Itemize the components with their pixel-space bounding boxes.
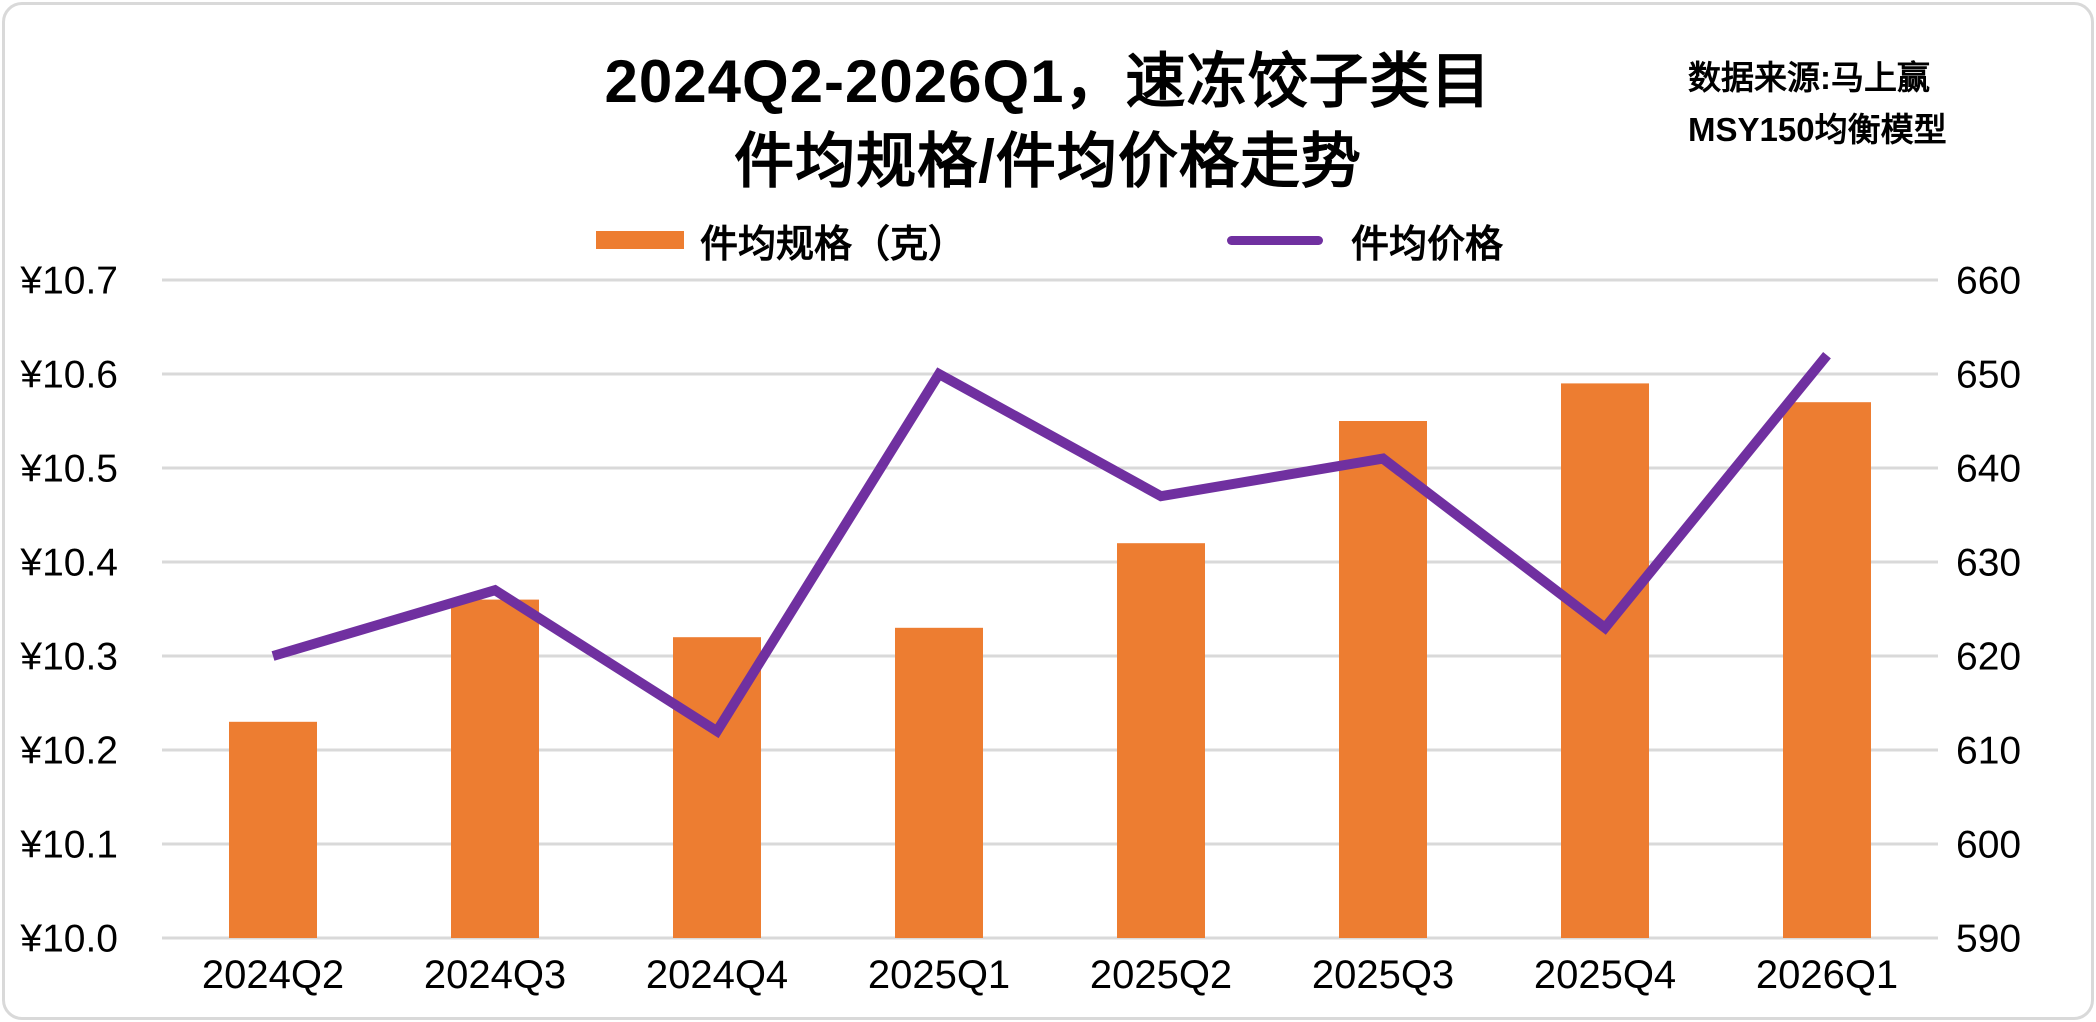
x-axis-label-2026Q1: 2026Q1 xyxy=(1756,953,1898,997)
bar-2025Q1 xyxy=(895,627,983,938)
left-axis-tick: ¥10.7 xyxy=(19,260,118,303)
right-axis-tick: 660 xyxy=(1956,260,2021,303)
left-axis-tick: ¥10.2 xyxy=(19,730,118,773)
chart-title-line1: 2024Q2-2026Q1，速冻饺子类目 xyxy=(604,48,1492,115)
chart-title: 2024Q2-2026Q1，速冻饺子类目 件均规格/件均价格走势 xyxy=(0,42,2096,202)
x-axis-label-2025Q4: 2025Q4 xyxy=(1534,953,1676,997)
left-axis-tick: ¥10.4 xyxy=(19,542,118,585)
x-axis-label-2024Q4: 2024Q4 xyxy=(646,953,788,997)
legend-item-price: 件均价格 xyxy=(1227,222,1503,266)
legend-label-spec: 件均规格（克） xyxy=(700,223,967,266)
line-series-swatch xyxy=(1227,235,1323,245)
bar-2024Q3 xyxy=(451,599,539,938)
x-axis-label-2024Q3: 2024Q3 xyxy=(424,953,566,997)
left-axis-tick: ¥10.1 xyxy=(19,824,118,867)
legend-label-price: 件均价格 xyxy=(1351,223,1504,266)
bar-2024Q2 xyxy=(229,721,317,938)
right-axis-tick: 600 xyxy=(1956,824,2021,867)
right-axis-tick: 650 xyxy=(1956,354,2021,397)
data-source-line2: MSY150均衡模型 xyxy=(1688,111,1947,148)
chart-title-line2: 件均规格/件均价格走势 xyxy=(734,128,1362,195)
bar-series xyxy=(229,383,1871,938)
bar-series-swatch xyxy=(596,231,684,249)
bar-2026Q1 xyxy=(1783,402,1871,938)
bar-2025Q4 xyxy=(1561,383,1649,938)
x-axis-label-2025Q2: 2025Q2 xyxy=(1090,953,1232,997)
data-source-line1: 数据来源:马上赢 xyxy=(1688,59,1930,96)
legend-item-spec: 件均规格（克） xyxy=(596,222,966,266)
right-axis-tick: 620 xyxy=(1956,636,2021,679)
right-axis-tick: 610 xyxy=(1956,730,2021,773)
x-axis-label-2024Q2: 2024Q2 xyxy=(202,953,344,997)
x-axis-label-2025Q1: 2025Q1 xyxy=(868,953,1010,997)
right-axis-tick: 630 xyxy=(1956,542,2021,585)
right-axis-tick: 640 xyxy=(1956,448,2021,491)
bar-2025Q3 xyxy=(1339,421,1427,938)
data-source-note: 数据来源:马上赢 MSY150均衡模型 xyxy=(1688,52,1947,156)
bar-2025Q2 xyxy=(1117,543,1205,938)
left-axis-tick: ¥10.6 xyxy=(19,354,118,397)
x-axis-label-2025Q3: 2025Q3 xyxy=(1312,953,1454,997)
left-axis-tick: ¥10.0 xyxy=(19,918,118,961)
right-axis-tick: 590 xyxy=(1956,918,2021,961)
price-line xyxy=(271,352,1831,739)
left-axis-tick: ¥10.3 xyxy=(19,636,118,679)
left-axis-tick: ¥10.5 xyxy=(19,448,118,491)
